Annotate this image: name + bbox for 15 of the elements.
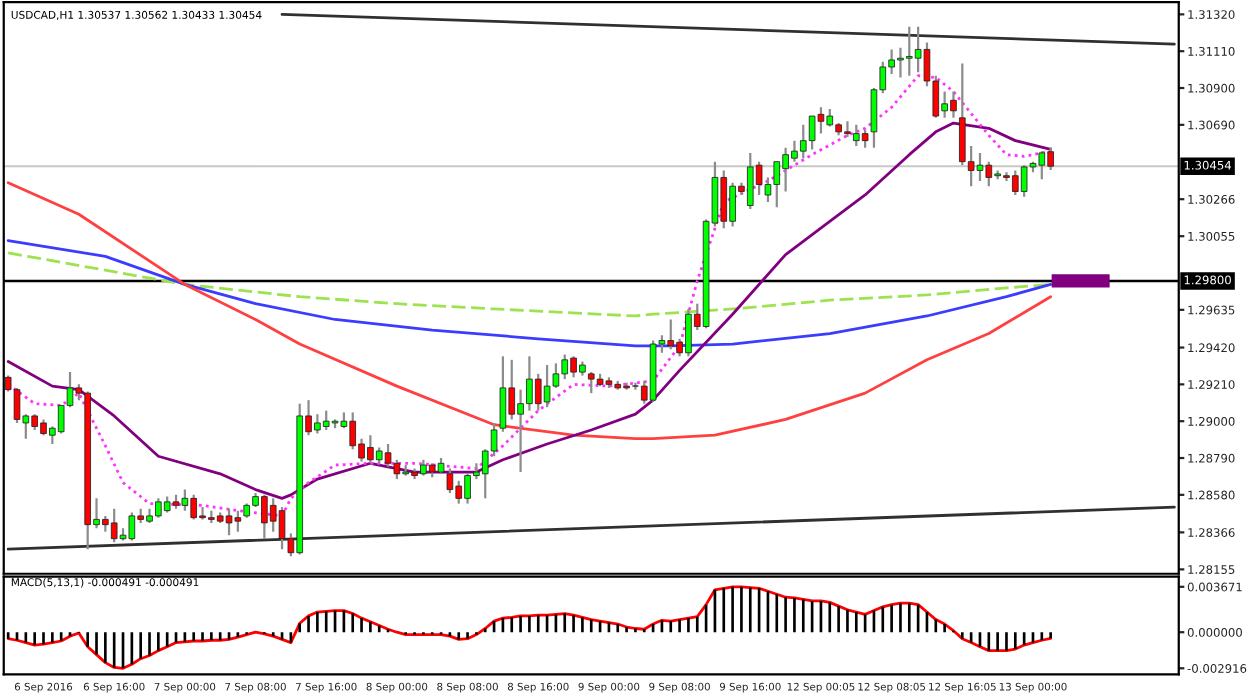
line-series bbox=[6, 585, 1053, 670]
candlestick bbox=[181, 488, 189, 512]
candlestick bbox=[817, 106, 825, 135]
candlestick bbox=[234, 509, 242, 533]
candlestick bbox=[808, 114, 816, 151]
candlestick bbox=[976, 151, 984, 183]
candlestick bbox=[278, 506, 286, 551]
line-series bbox=[6, 181, 1053, 441]
candlestick bbox=[914, 25, 922, 74]
candlestick bbox=[499, 355, 507, 433]
candlestick bbox=[384, 442, 392, 468]
candlestick bbox=[543, 363, 551, 409]
candlestick bbox=[446, 467, 454, 495]
candlestick bbox=[225, 507, 233, 537]
candlestick bbox=[393, 458, 401, 481]
